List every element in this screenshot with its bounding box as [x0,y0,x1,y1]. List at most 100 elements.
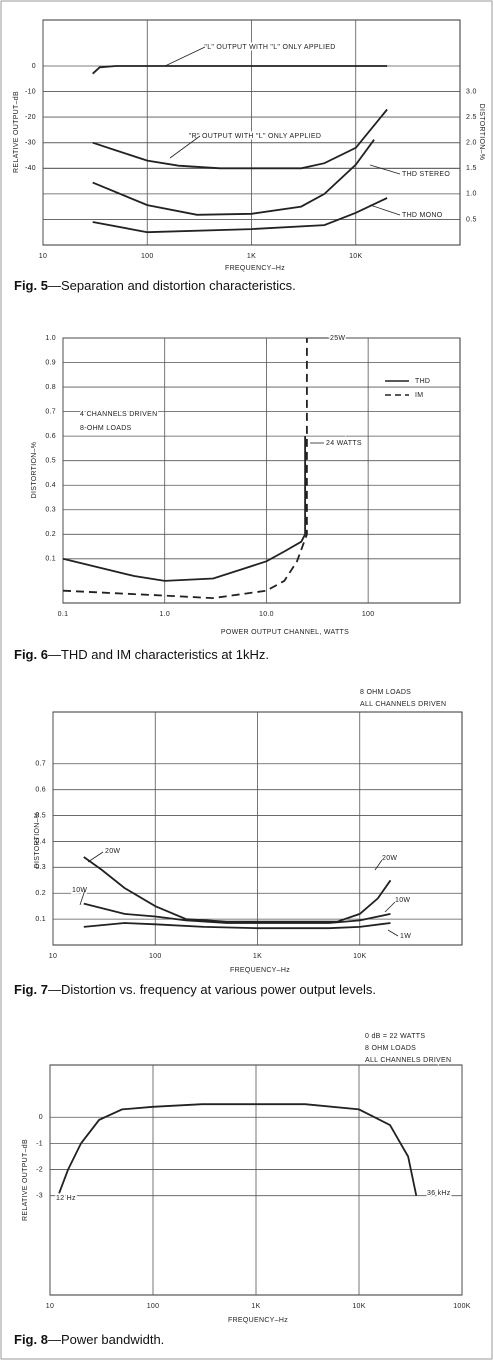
y-tick-label: -10 [25,88,36,95]
leader-line [384,901,396,913]
series-line [62,338,308,600]
x-tick-label: 100 [147,1303,160,1310]
figure-caption: Fig. 7—Distortion vs. frequency at vario… [14,980,484,1000]
x-tick-label: 10K [353,953,366,960]
y-tick-label: -20 [25,114,36,121]
y-axis-label: RELATIVE OUTPUT–dB [13,91,20,173]
caption-text: —Distortion vs. frequency at various pow… [47,982,376,997]
y-tick-label: 0.8 [45,384,56,391]
y-axis-label: RELATIVE OUTPUT–dB [22,1139,29,1221]
x-axis-label: POWER OUTPUT CHANNEL, WATTS [221,629,349,636]
caption-text: —Power bandwidth. [47,1332,165,1347]
figure-caption: Fig. 8—Power bandwidth. [14,1330,484,1350]
y-tick-label: 0.9 [45,359,56,366]
y2-tick-label: 2.0 [466,140,477,147]
x-tick-label: 10 [46,1303,54,1310]
x-tick-label: 10K [352,1303,365,1310]
x-tick-label: 10K [349,253,362,260]
series-line [83,922,391,930]
y-tick-label: 1.0 [45,335,56,342]
series-label: "R" OUTPUT WITH "L" ONLY APPLIED [189,133,321,140]
y-tick-label: 0.5 [45,458,56,465]
series-line [62,436,306,582]
x-tick-label: 1K [253,953,262,960]
y-tick-label: 0.2 [35,890,46,897]
y-tick-label: -2 [36,1166,43,1173]
annotation: 8-OHM LOADS [80,425,132,432]
y-tick-label: 0.4 [45,482,56,489]
figure-caption: Fig. 6—THD and IM characteristics at 1kH… [14,645,484,665]
series-label: 10W [72,887,87,894]
figure-number: Fig. 8 [14,1332,48,1347]
figure-number: Fig. 6 [14,647,48,662]
y-tick-label: 0.7 [35,761,46,768]
series-label: 20W [105,848,120,855]
x-tick-label: 1K [247,253,256,260]
x-tick-label: 100 [141,253,154,260]
x-tick-label: 10 [39,253,47,260]
series-label: 20W [382,855,397,862]
annotation: 36 kHz [427,1190,451,1197]
annotation: 12 Hz [56,1195,76,1202]
series-label: 10W [395,897,410,904]
y-tick-label: -30 [25,140,36,147]
annotation: 0 dB = 22 WATTS [365,1033,425,1040]
x-axis-label: FREQUENCY–Hz [228,1317,288,1324]
figure-number: Fig. 5 [14,278,48,293]
x-tick-label: 1K [251,1303,260,1310]
annotation: ALL CHANNELS DRIVEN [365,1057,451,1064]
annotation: ALL CHANNELS DRIVEN [360,701,446,708]
annotation: 8 OHM LOADS [360,689,411,696]
figure-number: Fig. 7 [14,982,48,997]
y2-axis-label: DISTORTION–% [478,104,485,161]
y2-tick-label: 3.0 [466,88,477,95]
series-line [92,65,388,75]
y-tick-label: 0.3 [35,864,46,871]
y-tick-label: 0.1 [45,556,56,563]
y-tick-label: 0.3 [45,507,56,514]
x-tick-label: 10 [49,953,57,960]
y-axis-label: DISTORTION–% [31,442,38,499]
x-tick-label: 1.0 [159,611,170,618]
y2-tick-label: 2.5 [466,114,477,121]
y-tick-label: -40 [25,165,36,172]
x-tick-label: 100 [362,611,375,618]
y-tick-label: 0.4 [35,838,46,845]
y-tick-label: 0 [39,1114,43,1121]
series-line [83,856,392,923]
series-line [83,902,391,924]
caption-text: —THD and IM characteristics at 1kHz. [47,647,270,662]
y2-tick-label: 1.0 [466,191,477,198]
y2-tick-label: 0.5 [466,216,477,223]
series-label: 1W [400,933,411,940]
x-tick-label: 0.1 [58,611,69,618]
figure-caption: Fig. 5—Separation and distortion charact… [14,276,484,296]
annotation: 8 OHM LOADS [365,1045,416,1052]
leader-line [164,46,206,67]
y-tick-label: 0.7 [45,408,56,415]
y-tick-label: 0.5 [35,812,46,819]
y-axis-label: DISTORTION–% [34,812,41,869]
y-tick-label: 0.6 [45,433,56,440]
series-line [92,139,375,216]
y2-tick-label: 1.5 [466,165,477,172]
legend-label: IM [415,392,423,399]
series-label: THD MONO [402,212,443,219]
y-tick-label: -1 [36,1140,43,1147]
caption-text: —Separation and distortion characteristi… [47,278,296,293]
y-tick-label: 0.1 [35,916,46,923]
x-axis-label: FREQUENCY–Hz [225,265,285,272]
series-label: "L" OUTPUT WITH "L" ONLY APPLIED [204,44,335,51]
annotation: 24 WATTS [326,440,362,447]
series-label: THD STEREO [402,171,450,178]
leader-line [369,204,401,216]
series-line [57,1103,418,1197]
leader-line [369,164,401,175]
leader-line [169,135,201,159]
x-tick-label: 100 [149,953,162,960]
series-line [92,197,388,234]
leader-line [387,929,399,937]
